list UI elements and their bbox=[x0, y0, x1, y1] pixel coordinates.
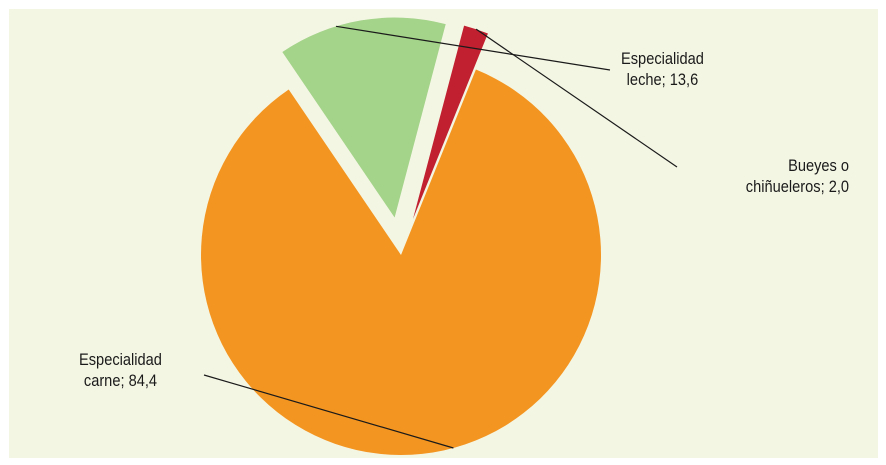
slice-carne bbox=[201, 69, 602, 456]
slice-label-leche-line1: Especialidad bbox=[621, 49, 704, 68]
slice-label-carne: Especialidad carne; 84,4 bbox=[79, 349, 162, 391]
slice-label-bueyes-line1: Bueyes o bbox=[788, 156, 850, 175]
slice-label-leche-line2: leche; 13,6 bbox=[626, 70, 699, 89]
slice-leche bbox=[282, 17, 446, 218]
leader-line-bueyes bbox=[475, 28, 678, 168]
slice-bueyes bbox=[412, 25, 488, 219]
slice-label-carne-line2: carne; 84,4 bbox=[83, 371, 158, 390]
slice-label-bueyes-line2: chiñueleros; 2,0 bbox=[745, 177, 850, 196]
slice-label-leche: Especialidad leche; 13,6 bbox=[621, 48, 704, 90]
chart-area: Especialidad carne; 84,4 Especialidad le… bbox=[9, 9, 878, 458]
slice-label-bueyes: Bueyes o chiñueleros; 2,0 bbox=[746, 155, 849, 197]
pie-chart bbox=[201, 17, 678, 456]
leader-line-carne bbox=[203, 374, 454, 449]
leader-line-leche bbox=[335, 25, 611, 71]
slice-label-carne-line1: Especialidad bbox=[79, 350, 162, 369]
